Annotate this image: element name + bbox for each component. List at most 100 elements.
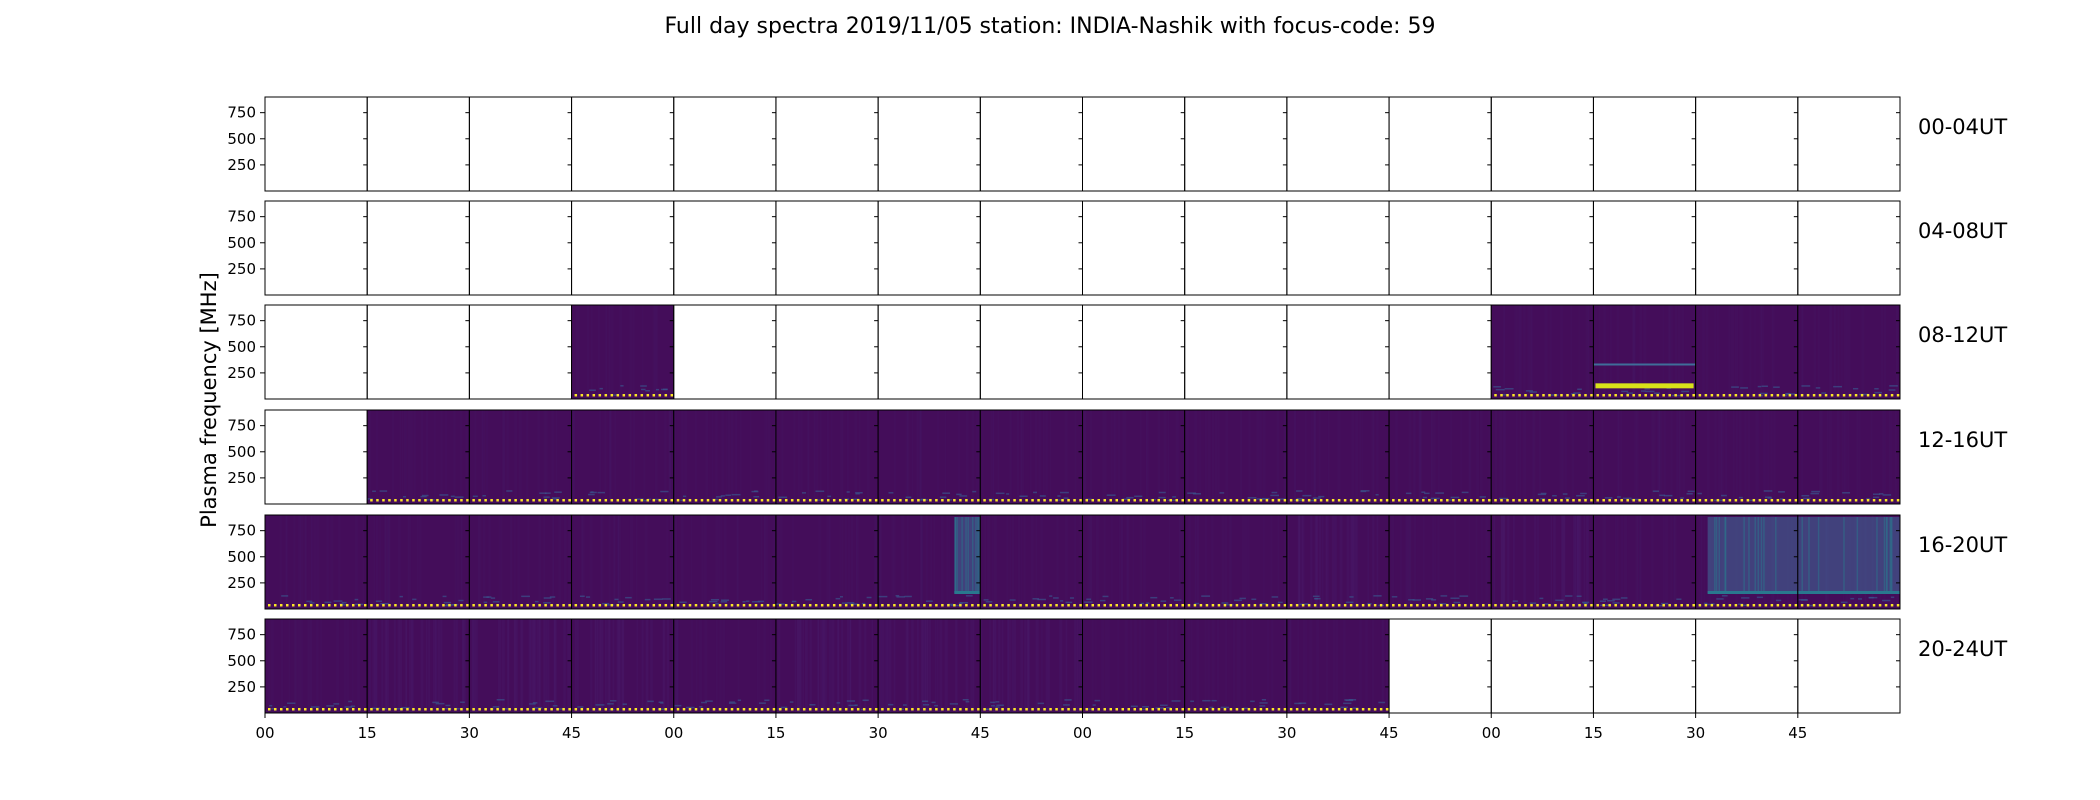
spectrum-texture — [1095, 619, 1097, 713]
spectrum-noise — [450, 495, 455, 498]
spectrum-texture — [901, 515, 905, 609]
emission-streak — [977, 517, 979, 593]
spectrum-texture — [721, 410, 724, 504]
emission-streak — [965, 517, 967, 593]
marker-dot — [1758, 499, 1762, 502]
marker-dot — [520, 499, 523, 502]
spectrum-texture — [1583, 515, 1586, 609]
spectrum-texture — [792, 515, 794, 609]
marker-dot — [971, 604, 974, 607]
spectrum-texture — [767, 410, 771, 504]
spectrum-noise — [855, 493, 860, 495]
spectrum-noise — [1261, 699, 1267, 701]
spectrum-texture — [1718, 410, 1721, 504]
spectrum-noise — [552, 705, 558, 707]
spectrum-noise — [543, 602, 551, 604]
spectrum-texture — [1664, 515, 1668, 609]
spectrum-texture — [944, 619, 948, 713]
spectrum-noise — [554, 491, 562, 493]
spectrum-noise — [641, 388, 646, 391]
spectrum-panel — [1388, 96, 1492, 192]
spectrum-noise — [848, 704, 857, 707]
spectrum-texture — [1024, 619, 1027, 713]
spectrum-texture — [420, 410, 424, 504]
spectrum-noise — [1801, 385, 1811, 387]
spectrum-noise — [1294, 499, 1304, 502]
marker-dot — [718, 499, 722, 502]
spectrum-texture — [926, 619, 929, 713]
panel-frame — [1797, 304, 1901, 400]
spectrum-texture — [995, 619, 997, 713]
marker-dot — [1878, 604, 1882, 607]
spectrum-panel — [264, 304, 368, 400]
marker-dot — [887, 708, 890, 711]
spectrum-noise — [1086, 598, 1092, 601]
spectrum-texture — [601, 515, 604, 609]
spectrum-texture — [727, 410, 731, 504]
spectrum-texture — [973, 619, 975, 713]
spectrum-texture — [633, 410, 636, 504]
spectrum-texture — [1632, 305, 1636, 399]
marker-dot — [1079, 499, 1082, 502]
spectrum-texture — [1530, 305, 1534, 399]
marker-dot — [676, 708, 680, 711]
spectrum-background — [878, 619, 981, 713]
spectrum-texture — [1065, 619, 1068, 713]
spectrum-texture — [1515, 410, 1518, 504]
marker-dot — [1626, 394, 1629, 397]
spectrum-noise — [737, 699, 742, 702]
spectrum-noise — [1705, 603, 1711, 606]
marker-dot — [1097, 708, 1100, 711]
spectrum-texture — [866, 410, 870, 504]
spectrum-noise — [1412, 599, 1422, 601]
spectrum-noise — [1435, 492, 1444, 494]
spectrum-panel — [1286, 409, 1392, 505]
spectrum-noise — [710, 598, 720, 601]
spectrum-noise — [472, 495, 478, 498]
marker-dot — [1187, 604, 1191, 607]
spectrum-texture — [1083, 410, 1087, 504]
spectrum-texture — [572, 410, 575, 504]
spectrum-texture — [980, 619, 983, 713]
marker-dot — [1307, 604, 1311, 607]
spectrum-panel — [1082, 618, 1186, 714]
spectrum-background — [980, 410, 1083, 504]
spectrum-texture — [1861, 305, 1865, 399]
spectrum-texture — [1124, 619, 1128, 713]
marker-dot — [1572, 394, 1575, 397]
marker-dot — [628, 708, 632, 711]
spectrum-texture — [948, 515, 950, 609]
marker-dot — [1013, 708, 1016, 711]
marker-dot — [1500, 499, 1503, 502]
spectrum-texture — [797, 410, 800, 504]
spectrum-noise — [728, 702, 737, 704]
spectrum-texture — [1502, 515, 1505, 609]
spectrum-noise — [371, 707, 381, 710]
marker-dot — [1662, 499, 1665, 502]
spectrum-texture — [1728, 305, 1731, 399]
spectrum-noise — [1842, 492, 1851, 494]
marker-dot — [1385, 604, 1389, 607]
spectrum-texture — [1283, 515, 1287, 609]
spectrum-texture — [357, 619, 360, 713]
spectrum-texture — [621, 619, 625, 713]
marker-dot — [562, 499, 565, 502]
marker-dot — [478, 604, 481, 607]
marker-dot — [881, 708, 884, 711]
spectrum-texture — [1195, 515, 1198, 609]
spectrum-noise — [655, 388, 660, 391]
marker-dot — [905, 604, 908, 607]
marker-dot — [1223, 604, 1227, 607]
spectrum-texture — [1725, 410, 1728, 504]
marker-dot — [454, 604, 457, 607]
spectrum-texture — [848, 515, 850, 609]
marker-dot — [478, 499, 481, 502]
emission-streak — [972, 517, 974, 593]
marker-dot — [905, 708, 908, 711]
spectrum-texture — [977, 410, 981, 504]
emission-streak — [1714, 517, 1716, 593]
panel-frame — [1592, 200, 1697, 296]
spectrum-noise — [1840, 601, 1848, 604]
marker-dot — [1001, 708, 1004, 711]
marker-dot — [556, 708, 559, 711]
